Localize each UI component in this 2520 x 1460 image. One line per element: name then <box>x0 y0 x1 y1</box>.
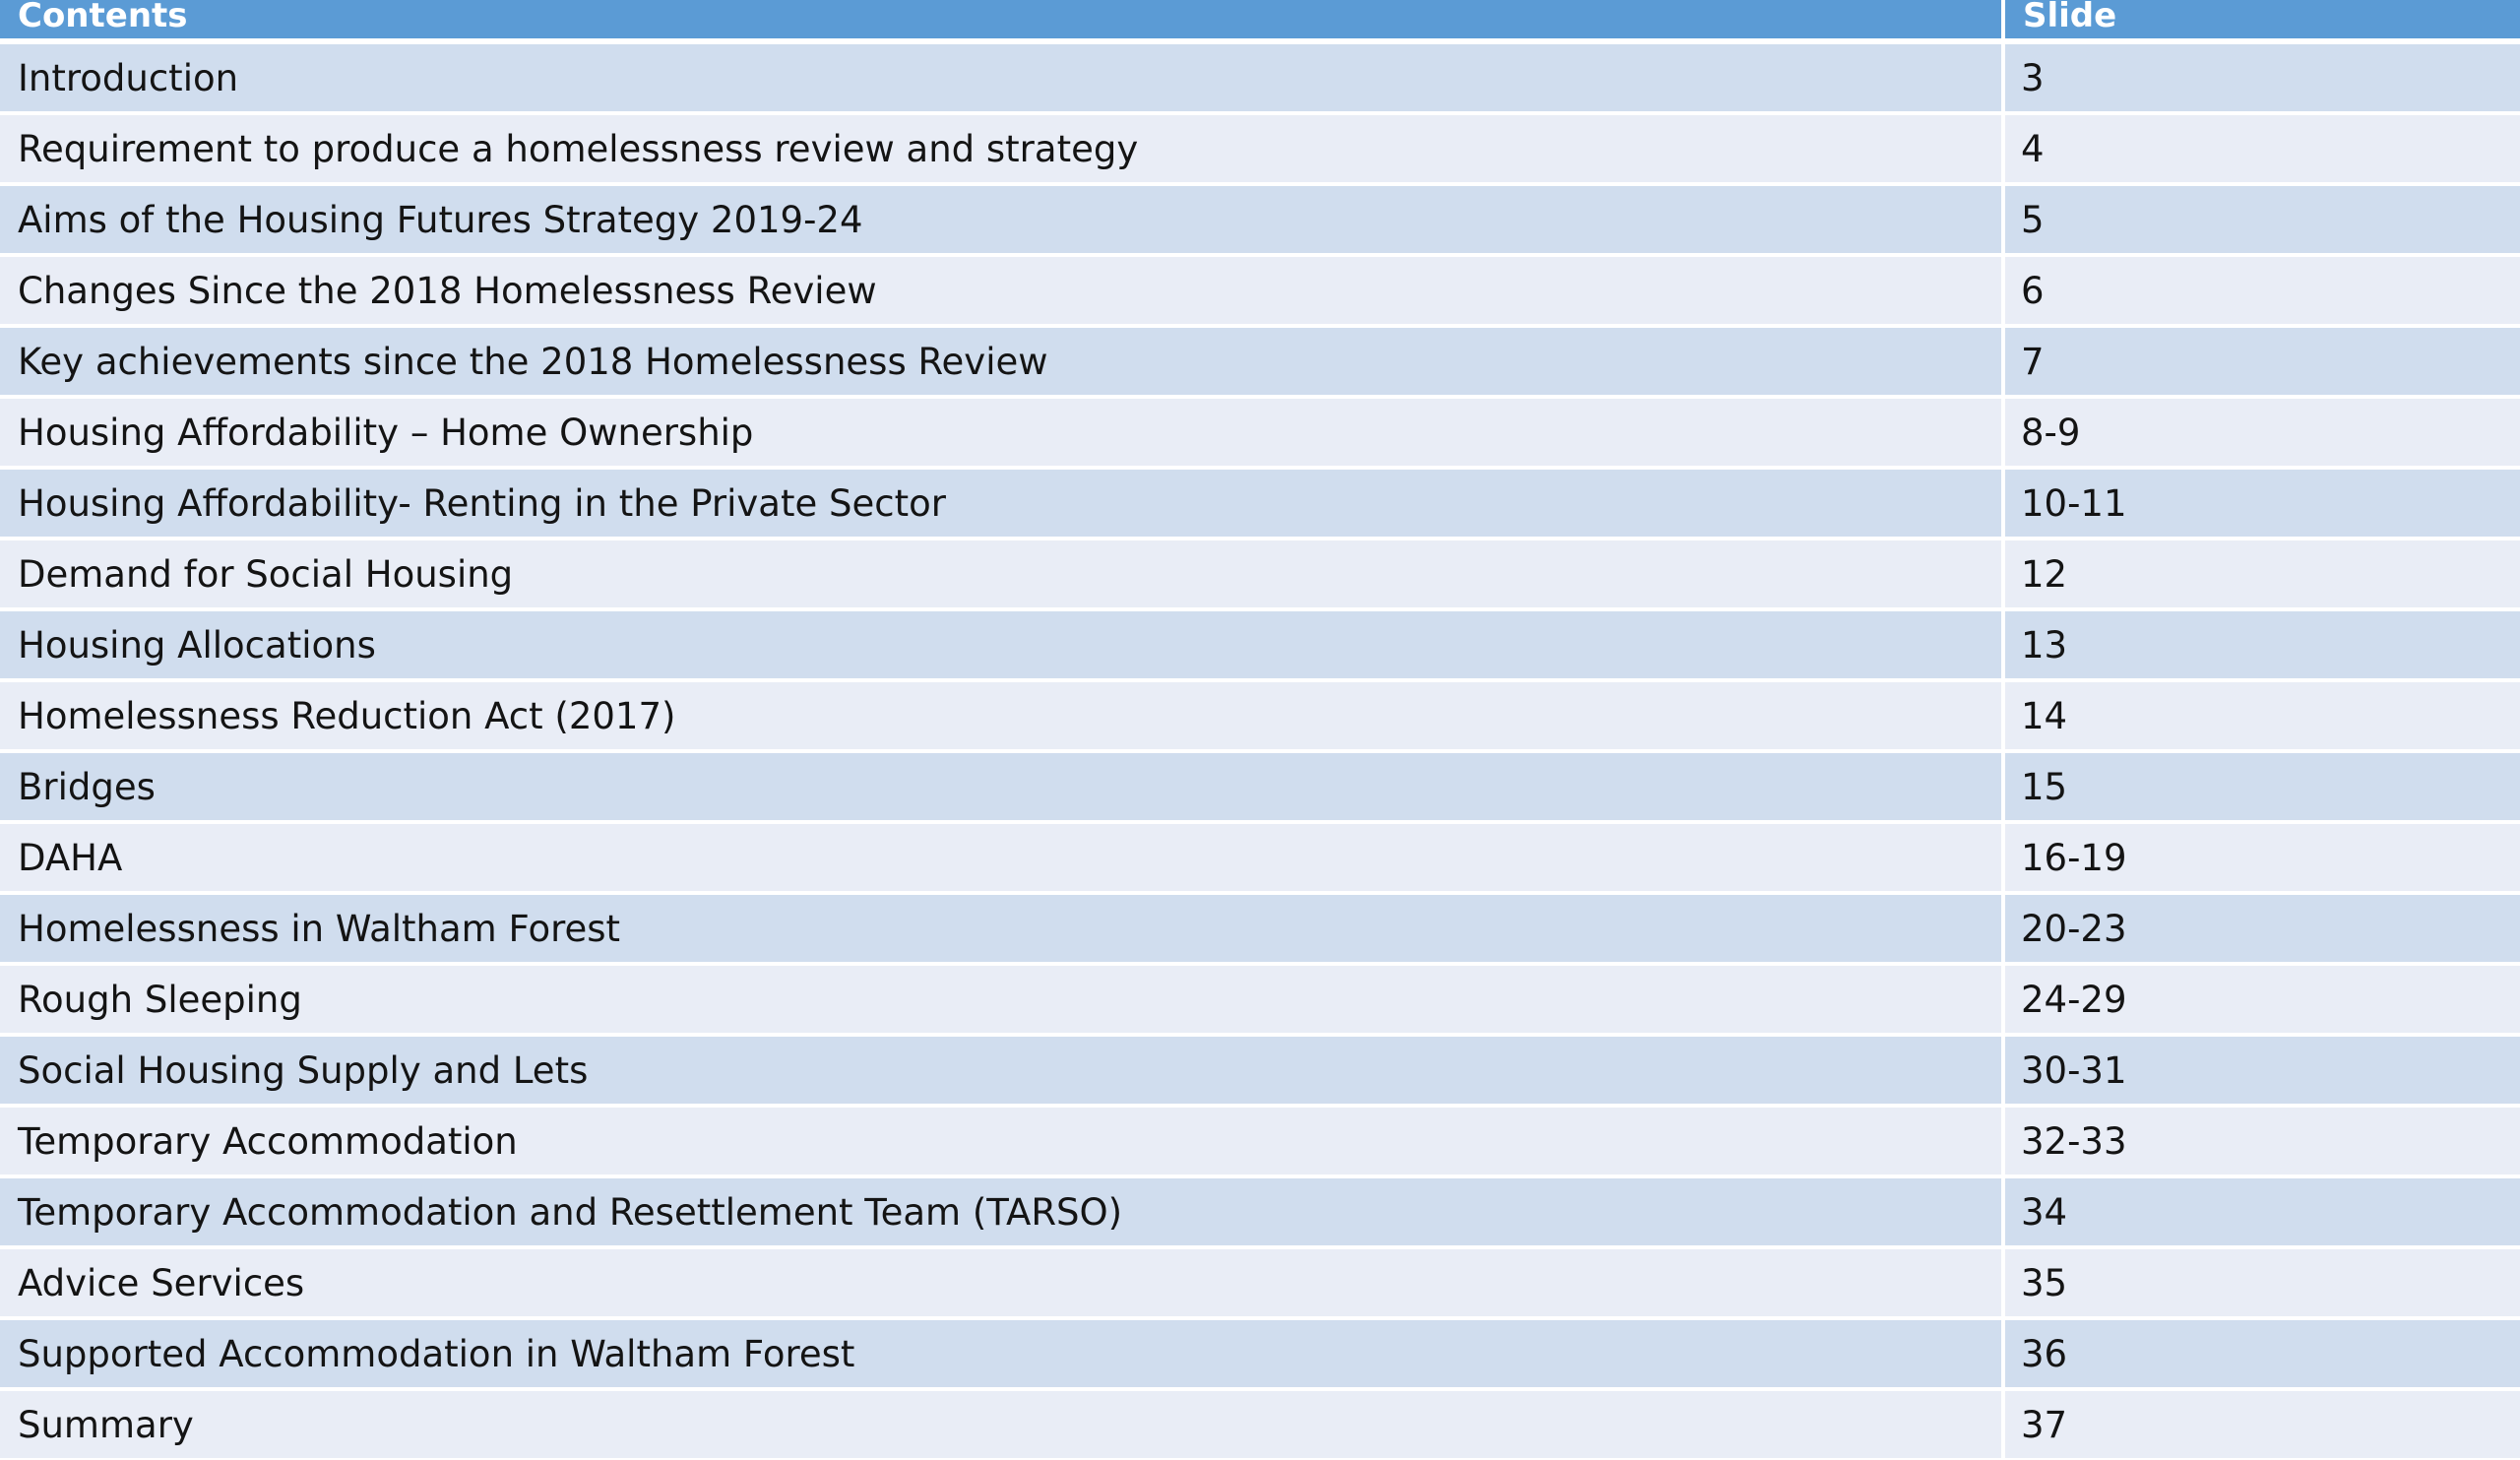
section-title: Housing Affordability- Renting in the Pr… <box>0 468 2001 539</box>
slide-number: 6 <box>2001 255 2520 326</box>
table-row: Aims of the Housing Futures Strategy 201… <box>0 184 2520 255</box>
table-row: Introduction 3 <box>0 42 2520 113</box>
header-contents: Contents <box>0 0 2001 42</box>
slide-number: 15 <box>2001 751 2520 822</box>
slide-number: 12 <box>2001 539 2520 609</box>
table-row: Social Housing Supply and Lets 30-31 <box>0 1035 2520 1106</box>
section-title: Requirement to produce a homelessness re… <box>0 113 2001 184</box>
slide-number: 24-29 <box>2001 964 2520 1035</box>
table-header: Contents Slide <box>0 0 2520 42</box>
section-title: Summary <box>0 1389 2001 1460</box>
slide-number: 20-23 <box>2001 893 2520 964</box>
slide-number: 3 <box>2001 42 2520 113</box>
section-title: Changes Since the 2018 Homelessness Revi… <box>0 255 2001 326</box>
slide-number: 16-19 <box>2001 822 2520 893</box>
slide-number: 4 <box>2001 113 2520 184</box>
table-row: Requirement to produce a homelessness re… <box>0 113 2520 184</box>
slide-number: 36 <box>2001 1318 2520 1389</box>
slide-number: 35 <box>2001 1247 2520 1318</box>
section-title: Aims of the Housing Futures Strategy 201… <box>0 184 2001 255</box>
section-title: Demand for Social Housing <box>0 539 2001 609</box>
slide-number: 7 <box>2001 326 2520 397</box>
slide-number: 10-11 <box>2001 468 2520 539</box>
slide-number: 37 <box>2001 1389 2520 1460</box>
table-row: Housing Allocations 13 <box>0 609 2520 680</box>
slide-number: 13 <box>2001 609 2520 680</box>
table-row: Advice Services 35 <box>0 1247 2520 1318</box>
slide-number: 14 <box>2001 680 2520 751</box>
slide-number: 32-33 <box>2001 1106 2520 1176</box>
table-row: Bridges 15 <box>0 751 2520 822</box>
table-row: Summary 37 <box>0 1389 2520 1460</box>
slide-number: 30-31 <box>2001 1035 2520 1106</box>
table-row: Housing Affordability – Home Ownership 8-… <box>0 397 2520 468</box>
table-row: Supported Accommodation in Waltham Fores… <box>0 1318 2520 1389</box>
section-title: Introduction <box>0 42 2001 113</box>
section-title: Homelessness in Waltham Forest <box>0 893 2001 964</box>
section-title: Homelessness Reduction Act (2017) <box>0 680 2001 751</box>
section-title: Housing Allocations <box>0 609 2001 680</box>
table-row: Changes Since the 2018 Homelessness Revi… <box>0 255 2520 326</box>
section-title: DAHA <box>0 822 2001 893</box>
table-row: Demand for Social Housing 12 <box>0 539 2520 609</box>
table-row: Housing Affordability- Renting in the Pr… <box>0 468 2520 539</box>
section-title: Temporary Accommodation <box>0 1106 2001 1176</box>
section-title: Bridges <box>0 751 2001 822</box>
table-row: Homelessness in Waltham Forest 20-23 <box>0 893 2520 964</box>
table-body: Introduction 3 Requirement to produce a ho… <box>0 42 2520 1460</box>
section-title: Social Housing Supply and Lets <box>0 1035 2001 1106</box>
section-title: Temporary Accommodation and Resettlement… <box>0 1176 2001 1247</box>
table-row: Key achievements since the 2018 Homeless… <box>0 326 2520 397</box>
table-row: DAHA 16-19 <box>0 822 2520 893</box>
section-title: Key achievements since the 2018 Homeless… <box>0 326 2001 397</box>
table-row: Temporary Accommodation 32-33 <box>0 1106 2520 1176</box>
table-row: Temporary Accommodation and Resettlement… <box>0 1176 2520 1247</box>
slide-number: 34 <box>2001 1176 2520 1247</box>
header-slide: Slide <box>2001 0 2520 42</box>
header-row: Contents Slide <box>0 0 2520 42</box>
section-title: Advice Services <box>0 1247 2001 1318</box>
table-row: Homelessness Reduction Act (2017) 14 <box>0 680 2520 751</box>
section-title: Rough Sleeping <box>0 964 2001 1035</box>
section-title: Housing Affordability – Home Ownership <box>0 397 2001 468</box>
section-title: Supported Accommodation in Waltham Fores… <box>0 1318 2001 1389</box>
slide-number: 5 <box>2001 184 2520 255</box>
slide-number: 8-9 <box>2001 397 2520 468</box>
table-row: Rough Sleeping 24-29 <box>0 964 2520 1035</box>
